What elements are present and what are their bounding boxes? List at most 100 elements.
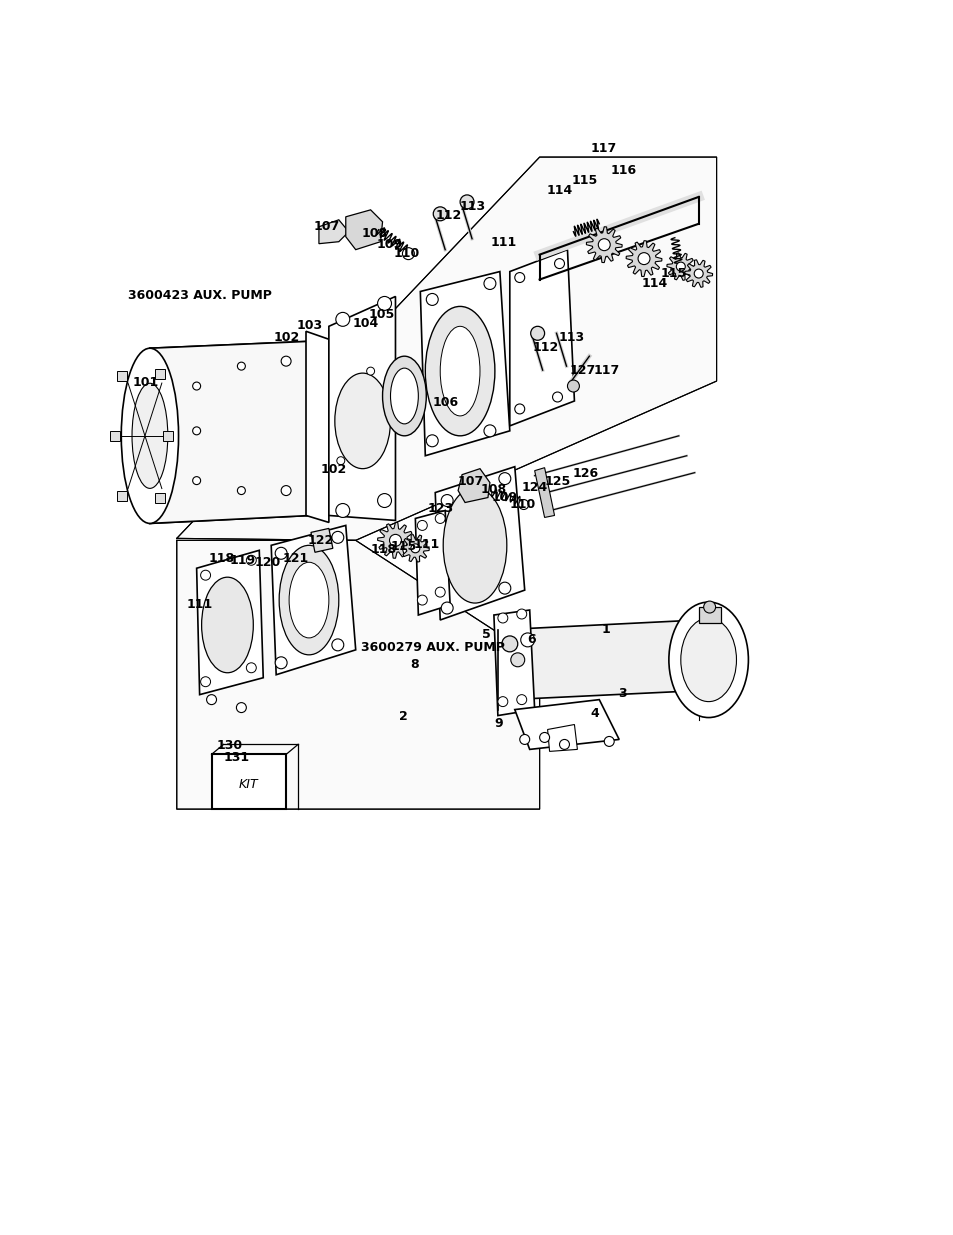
Text: 123: 123 [427,501,453,515]
Circle shape [336,457,344,464]
Text: 106: 106 [432,396,457,409]
Text: 118: 118 [370,543,396,556]
Text: 121: 121 [282,552,308,566]
Text: 112: 112 [435,209,461,222]
Polygon shape [625,241,661,277]
Circle shape [281,485,291,495]
Polygon shape [684,259,712,288]
Text: KIT: KIT [239,778,258,790]
Text: 116: 116 [610,164,636,177]
Circle shape [193,382,200,390]
Polygon shape [377,522,413,558]
Text: 102: 102 [273,331,299,345]
Text: 6: 6 [527,632,536,646]
Ellipse shape [201,577,253,673]
Circle shape [377,296,391,310]
Text: 3600423 AUX. PUMP: 3600423 AUX. PUMP [128,289,272,303]
Circle shape [274,657,287,669]
Circle shape [598,238,610,251]
Circle shape [554,258,564,268]
Circle shape [433,206,447,221]
Polygon shape [420,272,509,456]
Text: 127: 127 [569,364,595,377]
Polygon shape [494,610,534,715]
Circle shape [676,262,684,270]
Polygon shape [534,468,554,517]
Polygon shape [196,551,263,694]
Circle shape [459,195,474,209]
Text: 117: 117 [593,364,618,377]
Circle shape [237,362,245,370]
Circle shape [558,740,569,750]
Polygon shape [176,541,539,809]
Circle shape [366,367,375,375]
Text: 113: 113 [458,200,485,212]
Text: 108: 108 [361,227,387,240]
Circle shape [497,613,507,622]
Text: 107: 107 [314,220,340,232]
Circle shape [416,520,427,530]
Circle shape [246,663,256,673]
Bar [163,431,172,441]
Bar [117,490,127,500]
Text: 126: 126 [572,467,598,479]
Bar [110,431,120,441]
Circle shape [497,697,507,706]
Text: 131: 131 [223,751,250,764]
Bar [154,369,165,379]
Text: 102: 102 [320,463,347,475]
Text: 111: 111 [187,598,213,611]
Ellipse shape [289,562,329,638]
Circle shape [510,653,524,667]
Ellipse shape [680,618,736,701]
Ellipse shape [335,373,390,468]
Circle shape [483,425,496,437]
Circle shape [389,535,401,546]
Text: 120: 120 [254,556,280,569]
Text: 114: 114 [641,277,668,289]
Polygon shape [345,210,382,249]
Circle shape [200,677,211,687]
Ellipse shape [425,306,495,436]
Text: 104: 104 [353,317,378,330]
Circle shape [552,391,562,401]
Circle shape [207,694,216,705]
Text: 103: 103 [296,320,323,332]
Polygon shape [401,535,429,562]
Text: 1: 1 [600,622,609,636]
Text: 5: 5 [481,627,490,641]
Circle shape [281,356,291,366]
Circle shape [498,582,510,594]
Polygon shape [176,157,716,541]
Text: 4: 4 [590,706,598,720]
Polygon shape [547,725,577,751]
Text: 113: 113 [558,331,584,345]
Circle shape [703,601,715,613]
Text: 3600279 AUX. PUMP: 3600279 AUX. PUMP [360,641,504,653]
Text: 119: 119 [230,555,255,567]
Circle shape [435,587,445,597]
Text: 117: 117 [590,142,616,156]
Polygon shape [311,529,333,552]
Circle shape [518,499,528,510]
Text: 125: 125 [544,474,570,488]
Circle shape [193,427,200,435]
Polygon shape [515,700,618,750]
Polygon shape [586,227,621,263]
Text: 110: 110 [509,498,536,510]
Circle shape [332,531,343,543]
Circle shape [515,404,524,414]
Circle shape [193,477,200,484]
Text: 109: 109 [376,237,402,251]
Polygon shape [435,467,524,620]
Text: 109: 109 [492,490,517,504]
Circle shape [377,494,391,508]
Circle shape [519,735,529,745]
Circle shape [603,736,614,746]
Circle shape [483,278,496,289]
Ellipse shape [382,356,426,436]
Text: 111: 111 [413,538,439,551]
Text: 114: 114 [546,184,572,196]
Circle shape [335,312,350,326]
Ellipse shape [390,368,418,424]
